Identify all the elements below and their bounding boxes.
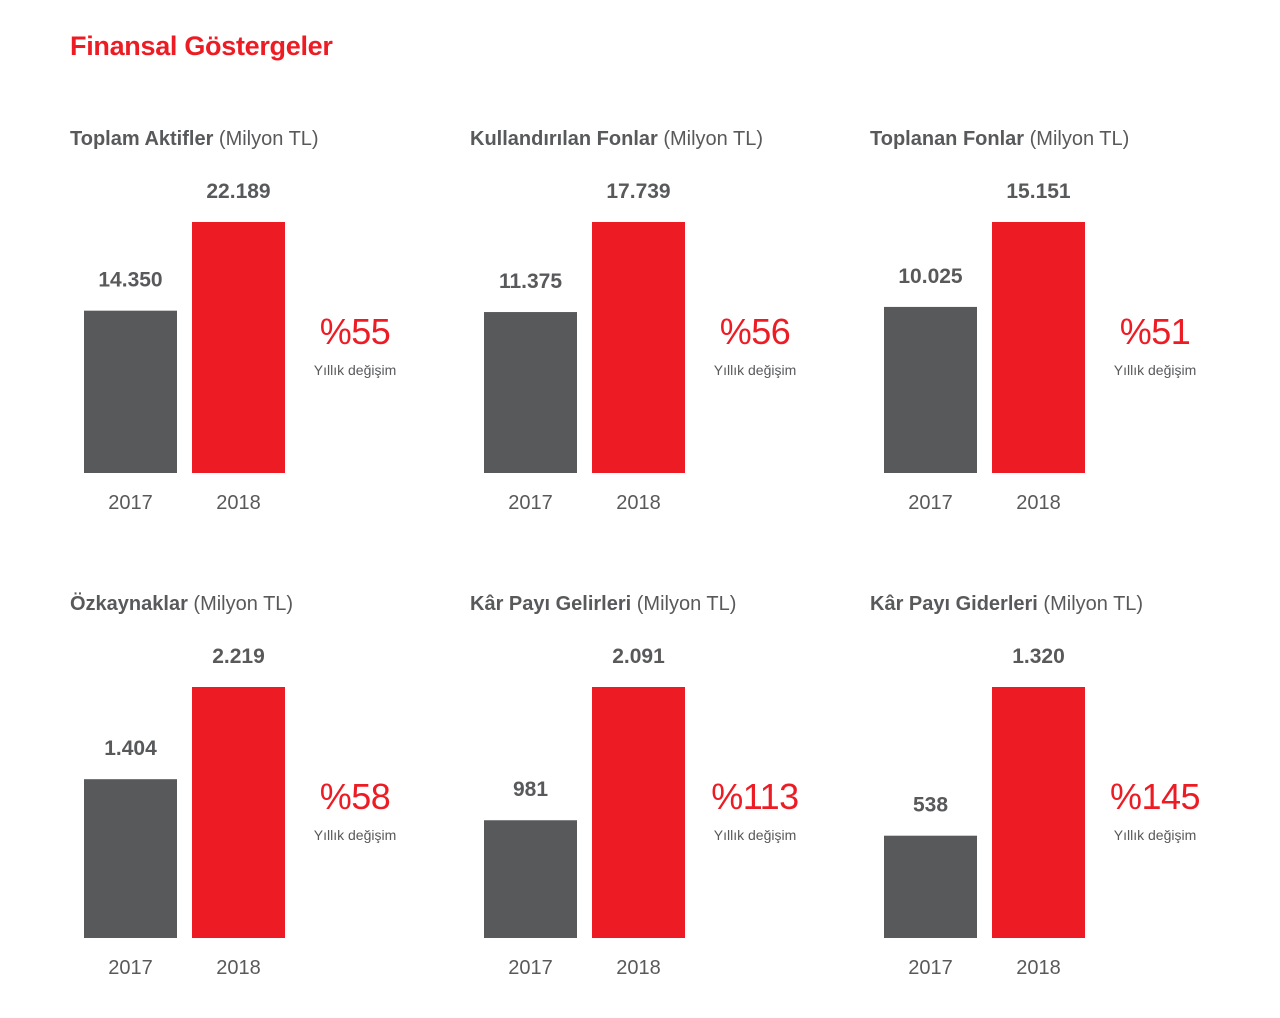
bar-2017	[484, 820, 577, 938]
bar-2018	[592, 687, 685, 938]
tick-label-2017: 2017	[508, 957, 553, 979]
chart-title-name: Kâr Payı Giderleri	[870, 593, 1038, 615]
chart-title-name: Kâr Payı Gelirleri	[470, 593, 632, 615]
annual-change-value: %55	[319, 311, 391, 352]
bar-2017	[84, 310, 177, 473]
chart-title-name: Toplanan Fonlar	[870, 128, 1025, 150]
chart-panel: Özkaynaklar (Milyon TL) 1.404 2017 2.219 201…	[70, 593, 470, 1013]
tick-label-2017: 2017	[108, 957, 153, 979]
chart-panel: Toplam Aktifler (Milyon TL) 14.350 2017 22.…	[70, 128, 470, 548]
data-label-2018: 17.739	[606, 180, 670, 203]
tick-label-2018: 2018	[216, 492, 261, 514]
annual-change-label: Yıllık değişim	[713, 362, 797, 378]
annual-change-label: Yıllık değişim	[313, 827, 397, 843]
tick-label-2018: 2018	[1016, 492, 1061, 514]
bar-2017	[484, 312, 577, 473]
data-label-2017: 14.350	[98, 269, 162, 292]
data-label-2017: 11.375	[499, 270, 562, 293]
data-label-2017: 1.404	[104, 737, 157, 760]
page-title: Finansal Göstergeler	[70, 31, 333, 61]
data-label-2017: 538	[913, 794, 948, 817]
chart-title-unit: (Milyon TL)	[187, 593, 294, 615]
bar-2018	[992, 687, 1085, 938]
chart-title-unit: (Milyon TL)	[1024, 128, 1130, 150]
tick-label-2017: 2017	[108, 492, 153, 514]
data-label-2018: 22.189	[206, 180, 270, 203]
bar-chart: 10.025 2017 15.151 2018	[884, 180, 1085, 514]
annual-change-value: %51	[1119, 311, 1191, 352]
chart-panel: Kâr Payı Gelirleri (Milyon TL) 981 2017 2.0…	[470, 593, 870, 1013]
bar-2018	[592, 222, 685, 473]
annual-change-value: %145	[1109, 776, 1201, 817]
data-label-2018: 15.151	[1006, 180, 1071, 203]
chart-title: Özkaynaklar (Milyon TL)	[70, 593, 293, 616]
tick-label-2017: 2017	[908, 492, 953, 514]
chart-title: Toplanan Fonlar (Milyon TL)	[870, 128, 1129, 151]
data-label-2018: 1.320	[1012, 645, 1065, 668]
chart-title-unit: (Milyon TL)	[1037, 593, 1144, 615]
annual-change-label: Yıllık değişim	[1113, 827, 1197, 843]
chart-title-name: Kullandırılan Fonlar	[470, 128, 658, 150]
annual-change-value: %113	[711, 776, 799, 817]
chart-title-name: Toplam Aktifler	[70, 128, 214, 150]
bar-2018	[192, 222, 285, 473]
annual-change-label: Yıllık değişim	[713, 827, 797, 843]
tick-label-2018: 2018	[616, 957, 661, 979]
bar-2017	[884, 306, 977, 473]
chart-title: Kâr Payı Gelirleri (Milyon TL)	[470, 593, 736, 616]
bar-chart: 538 2017 1.320 2018	[884, 645, 1085, 979]
bar-2018	[992, 222, 1085, 473]
bar-chart: 1.404 2017 2.219 2018	[84, 645, 285, 979]
bar-chart: 14.350 2017 22.189 2018	[84, 180, 285, 514]
data-label-2018: 2.219	[212, 645, 265, 668]
bar-2017	[884, 835, 977, 938]
bar-2018	[192, 687, 285, 938]
annual-change-label: Yıllık değişim	[1113, 362, 1197, 378]
tick-label-2018: 2018	[1016, 957, 1061, 979]
chart-title: Toplam Aktifler (Milyon TL)	[70, 128, 319, 151]
bar-chart: 981 2017 2.091 2018	[484, 645, 685, 979]
chart-title-unit: (Milyon TL)	[657, 128, 764, 150]
data-label-2017: 10.025	[898, 265, 963, 288]
bar-chart: 11.375 2017 17.739 2018	[484, 180, 685, 514]
tick-label-2017: 2017	[908, 957, 953, 979]
data-label-2017: 981	[513, 778, 548, 801]
data-label-2018: 2.091	[612, 645, 665, 668]
chart-title: Kâr Payı Giderleri (Milyon TL)	[870, 593, 1143, 616]
tick-label-2018: 2018	[216, 957, 261, 979]
tick-label-2017: 2017	[508, 492, 553, 514]
annual-change-value: %56	[719, 311, 791, 352]
chart-title-unit: (Milyon TL)	[213, 128, 319, 150]
annual-change-value: %58	[319, 776, 391, 817]
bar-2017	[84, 779, 177, 938]
chart-panel: Toplanan Fonlar (Milyon TL) 10.025 2017 15.…	[870, 128, 1270, 548]
chart-panel: Kâr Payı Giderleri (Milyon TL) 538 2017 1.3…	[870, 593, 1270, 1013]
chart-title-name: Özkaynaklar	[70, 593, 188, 615]
chart-title: Kullandırılan Fonlar (Milyon TL)	[470, 128, 763, 151]
chart-title-unit: (Milyon TL)	[631, 593, 737, 615]
annual-change-label: Yıllık değişim	[313, 362, 397, 378]
tick-label-2018: 2018	[616, 492, 661, 514]
chart-panel: Kullandırılan Fonlar (Milyon TL) 11.375 20…	[470, 128, 870, 548]
